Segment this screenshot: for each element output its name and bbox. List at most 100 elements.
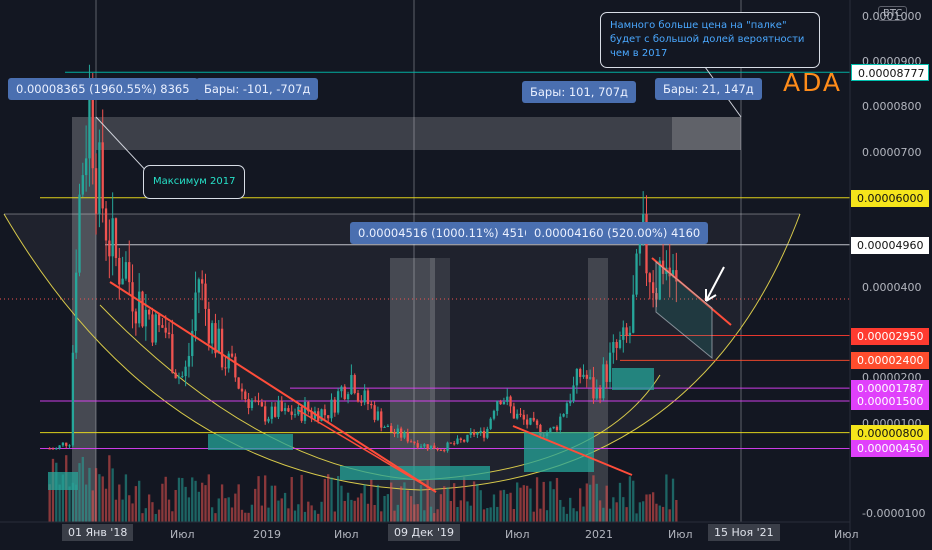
candle-body bbox=[383, 426, 386, 428]
candle-body bbox=[128, 262, 131, 283]
candle-body bbox=[479, 430, 482, 433]
volume-bar bbox=[330, 477, 333, 522]
candle-body bbox=[111, 218, 114, 257]
volume-bar bbox=[476, 483, 479, 522]
volume-bar bbox=[277, 500, 280, 522]
volume-bar bbox=[297, 504, 300, 522]
volume-bar bbox=[131, 503, 134, 522]
volume-bar bbox=[492, 494, 496, 522]
candle-body bbox=[413, 441, 416, 444]
volume-bar bbox=[61, 474, 65, 522]
volume-bar bbox=[128, 495, 131, 522]
symbol-watermark: ADA bbox=[783, 68, 843, 97]
candle-body bbox=[486, 428, 489, 438]
candle-body bbox=[625, 327, 628, 336]
volume-bar bbox=[436, 509, 439, 522]
price-level-tag[interactable]: 0.00000800 bbox=[851, 424, 929, 442]
volume-bar bbox=[194, 480, 197, 522]
volume-bar bbox=[366, 503, 370, 522]
candle-body bbox=[376, 411, 380, 420]
candle-body bbox=[71, 352, 75, 446]
candle-body bbox=[559, 416, 562, 431]
candle-body bbox=[101, 142, 104, 209]
price-level-tag[interactable]: 0.00001500 bbox=[851, 393, 929, 411]
volume-bar bbox=[191, 477, 194, 522]
volume-bar bbox=[602, 507, 605, 522]
volume-bar bbox=[525, 485, 529, 522]
candle-body bbox=[181, 376, 184, 378]
volume-bar bbox=[197, 491, 201, 522]
quote-currency-badge[interactable]: BTC bbox=[878, 6, 908, 21]
candle-body bbox=[138, 291, 141, 324]
price-level-tag[interactable]: 0.00002400 bbox=[851, 352, 929, 370]
volume-bar bbox=[108, 455, 111, 522]
price-level-tag[interactable]: 0.00008777 bbox=[851, 64, 929, 82]
candle-body bbox=[240, 388, 244, 392]
volume-bar bbox=[582, 506, 585, 522]
candle-body bbox=[605, 364, 608, 382]
candle-body bbox=[592, 377, 595, 399]
forecast-note[interactable]: Намного больше цена на "палке" будет с б… bbox=[600, 12, 820, 68]
price-level-tag[interactable]: 0.00002950 bbox=[851, 327, 929, 345]
candle-body bbox=[330, 399, 333, 419]
max-2017-note[interactable]: Максимум 2017 bbox=[143, 165, 246, 199]
candle-body bbox=[84, 158, 88, 176]
candle-body bbox=[390, 425, 393, 432]
volume-bar bbox=[443, 486, 446, 522]
candle-body bbox=[78, 194, 81, 273]
candle-body bbox=[522, 414, 525, 420]
candle-body bbox=[91, 83, 94, 169]
candle-body bbox=[98, 142, 101, 214]
volume-bar bbox=[539, 508, 542, 522]
candle-body bbox=[525, 419, 529, 425]
candle-body bbox=[154, 314, 157, 343]
x-tick-label: 01 Янв '18 bbox=[62, 524, 134, 541]
candle-body bbox=[201, 279, 204, 284]
candle-body bbox=[327, 415, 330, 419]
candle-body bbox=[469, 432, 472, 435]
candle-body bbox=[230, 353, 234, 357]
volume-bar bbox=[161, 483, 164, 522]
volume-bar bbox=[479, 490, 482, 522]
y-tick-label: 0.0001000 bbox=[862, 10, 922, 23]
volume-bar bbox=[257, 476, 260, 522]
price-level-tag[interactable]: 0.00001787 bbox=[851, 380, 929, 398]
candle-body bbox=[618, 339, 622, 348]
price-level-tag[interactable]: 0.00006000 bbox=[851, 189, 929, 207]
volume-bar bbox=[307, 501, 310, 522]
volume-bar bbox=[350, 499, 353, 522]
volume-bar bbox=[327, 474, 330, 522]
candle-body bbox=[260, 402, 264, 407]
volume-bar bbox=[174, 489, 177, 522]
candle-body bbox=[509, 396, 512, 407]
candle-body bbox=[406, 432, 409, 442]
volume-bar bbox=[559, 499, 562, 522]
volume-bar bbox=[598, 500, 602, 522]
volume-bar bbox=[665, 474, 668, 522]
volume-bar bbox=[409, 496, 413, 522]
volume-bar bbox=[499, 490, 502, 522]
volume-bar bbox=[390, 482, 393, 522]
measure-label-3: 0.00004160 (520.00%) 4160 bbox=[526, 222, 709, 244]
consolidation-box-3 bbox=[524, 432, 594, 472]
price-level-tag[interactable]: 0.00004960 bbox=[851, 236, 929, 254]
volume-bar bbox=[675, 500, 678, 522]
volume-bar bbox=[71, 482, 75, 522]
candle-body bbox=[303, 401, 307, 421]
volume-bar bbox=[413, 504, 416, 522]
volume-bar bbox=[260, 505, 264, 522]
candle-body bbox=[267, 418, 270, 422]
measure-box-top bbox=[96, 117, 741, 150]
candle-body bbox=[459, 438, 462, 441]
volume-bar bbox=[287, 508, 290, 522]
volume-bar bbox=[234, 493, 237, 522]
volume-bar bbox=[651, 492, 655, 522]
candle-body bbox=[220, 328, 224, 368]
candle-body bbox=[75, 272, 78, 353]
volume-bar bbox=[453, 483, 456, 522]
volume-bar bbox=[396, 504, 399, 522]
price-level-tag[interactable]: 0.00000450 bbox=[851, 440, 929, 458]
volume-bar bbox=[496, 506, 499, 522]
volume-bar bbox=[426, 479, 429, 522]
